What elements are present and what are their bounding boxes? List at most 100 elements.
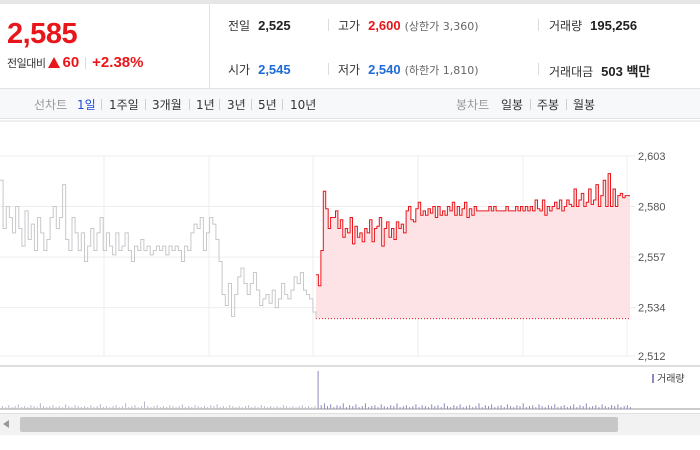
volume-bar [245, 406, 246, 409]
volume-bar [346, 407, 347, 409]
change-rate: +2.38% [92, 54, 144, 71]
volume-bar [121, 406, 123, 409]
period-1d-button[interactable]: 1일 [77, 98, 96, 112]
volume-bar [93, 407, 95, 409]
volume-bar [159, 407, 161, 409]
candle-weekly-button[interactable]: 주봉 [537, 98, 560, 112]
volume-bar [421, 405, 423, 409]
period-1y-button[interactable]: 1년 [196, 98, 215, 112]
volume-bar [260, 405, 262, 409]
period-5y-button[interactable]: 5년 [258, 98, 277, 112]
volume-bar [516, 405, 518, 409]
volume-bar [112, 406, 114, 409]
volume-bar [368, 407, 370, 409]
scroll-thumb[interactable] [20, 417, 618, 432]
volume-bar [232, 406, 234, 409]
volume-bar [323, 403, 325, 409]
volume-bar [447, 406, 448, 409]
price-lines [0, 173, 630, 319]
volume-bar [620, 407, 622, 409]
period-3m-button[interactable]: 3개월 [152, 98, 182, 112]
volume-bar [30, 405, 32, 409]
volume-bar [339, 406, 341, 409]
volume-bar [607, 407, 609, 409]
stat-volume-value: 195,256 [590, 18, 638, 33]
y-tick-label: 2,557 [638, 252, 666, 264]
volume-bar [361, 406, 363, 409]
volume-bar [424, 406, 426, 409]
volume-bar [349, 405, 351, 409]
volume-bar [566, 407, 568, 409]
volume-bar [188, 406, 190, 409]
volume-bar [585, 403, 587, 409]
volume-bar [103, 407, 104, 409]
volume-bar [33, 406, 35, 409]
scroll-left-arrow-icon[interactable] [3, 420, 9, 428]
volume-bar [36, 407, 38, 409]
period-10y-button[interactable]: 10년 [290, 98, 317, 112]
volume-bar [557, 407, 559, 409]
volume-bar [241, 407, 243, 409]
volume-bar [150, 407, 152, 409]
stat-open-label: 시가 [228, 63, 251, 77]
volume-bar [292, 406, 294, 409]
y-tick-label: 2,534 [638, 303, 666, 315]
volume-bar [415, 404, 417, 410]
up-triangle-icon [48, 57, 61, 68]
toolbar-separator [145, 99, 146, 110]
volume-bar [488, 406, 489, 409]
chart-scrollbar[interactable] [0, 413, 700, 435]
volume-bar [579, 405, 581, 409]
volume-bar [263, 406, 265, 409]
volume-bar [393, 406, 395, 409]
column-separator [538, 63, 539, 75]
volume-legend: 거래량 [652, 373, 685, 385]
line-chart-label: 선차트 [34, 98, 68, 112]
volume-bar [153, 406, 155, 409]
volume-bar [286, 406, 287, 409]
stat-prev-close: 전일 2,525 [228, 17, 291, 34]
bottom-area [0, 435, 700, 450]
volume-bar [166, 407, 168, 409]
volume-bar [428, 407, 429, 409]
volume-bar [226, 407, 228, 409]
toolbar-separator [566, 99, 567, 110]
volume-bar [238, 406, 240, 409]
volume-bar [191, 407, 193, 409]
volume-bar [544, 407, 546, 409]
period-3y-button[interactable]: 3년 [227, 98, 246, 112]
volume-bar [106, 406, 108, 409]
stat-trade-amount-label: 거래대금 [549, 65, 594, 79]
volume-bar [459, 404, 461, 410]
volume-bar [27, 407, 29, 409]
volume-bar [305, 407, 306, 409]
volume-bar [601, 404, 603, 410]
volume-bar [405, 405, 407, 409]
volume-bar [465, 406, 467, 409]
volume-bar [371, 406, 373, 409]
volume-bar [5, 407, 7, 409]
stat-prev-close-label: 전일 [228, 19, 251, 33]
volume-bar [541, 406, 543, 409]
candle-monthly-button[interactable]: 월봉 [573, 98, 596, 112]
candle-daily-button[interactable]: 일봉 [501, 98, 524, 112]
volume-bar [200, 407, 202, 409]
volume-bar [595, 405, 597, 409]
toolbar-separator [251, 99, 252, 110]
price-summary: 2,585 전일대비 60 +2.38% [0, 4, 210, 88]
volume-bar [229, 405, 231, 409]
volume-bar [279, 407, 281, 409]
volume-bar [522, 403, 524, 409]
volume-bar [96, 406, 98, 409]
volume-bar [327, 406, 328, 409]
volume-bar [478, 403, 480, 409]
volume-bar [20, 407, 22, 409]
change-row: 전일대비 60 +2.38% [7, 54, 143, 71]
today-price-line [316, 173, 630, 287]
volume-bar [52, 405, 54, 409]
volume-bar [84, 406, 86, 409]
period-1w-button[interactable]: 1주일 [109, 98, 139, 112]
stat-low: 저가 2,540 (하한가 1,810) [338, 61, 479, 78]
volume-bar [418, 407, 420, 409]
volume-bar [336, 405, 338, 409]
